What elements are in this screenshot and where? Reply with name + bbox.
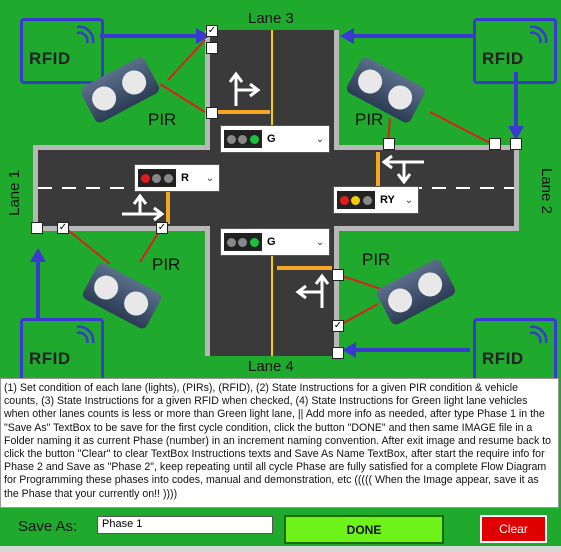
- turn-arrow-icon: [228, 71, 261, 106]
- rfid-label: RFID: [29, 349, 71, 368]
- signal-state: G: [267, 236, 276, 248]
- chevron-down-icon: ⌄: [404, 194, 414, 206]
- red-lamp: [340, 195, 350, 205]
- turn-arrow-icon: [295, 273, 330, 308]
- lane-2-rfid-checkbox[interactable]: [510, 138, 522, 150]
- status-bar: [0, 546, 561, 552]
- yellow-lamp: [152, 173, 162, 183]
- yellow-lamp: [238, 237, 248, 247]
- yellow-lamp: [238, 134, 248, 144]
- traffic-signal-lane-4[interactable]: G ⌄: [220, 228, 330, 256]
- traffic-light-icon: [337, 191, 375, 209]
- signal-waves-icon: [529, 25, 548, 44]
- lane-4-label: Lane 4: [248, 358, 294, 375]
- red-lamp: [227, 237, 237, 247]
- lane-2-label: Lane 2: [538, 168, 555, 214]
- lane-1-pir-checkbox-a[interactable]: ✓: [57, 222, 69, 234]
- lane-3-pir-checkbox-b[interactable]: [206, 107, 218, 119]
- rfid-reader-icon: RFID: [473, 318, 557, 384]
- green-lamp: [249, 134, 259, 144]
- lane-3-label: Lane 3: [248, 10, 294, 27]
- traffic-signal-lane-2[interactable]: RY ⌄: [333, 186, 419, 214]
- traffic-light-icon: [224, 130, 262, 148]
- rfid-reader-icon: RFID: [20, 18, 104, 84]
- turn-arrow-icon: [382, 154, 424, 184]
- center-line-south: [271, 228, 273, 356]
- rfid-label: RFID: [482, 349, 524, 368]
- traffic-signal-lane-1[interactable]: R ⌄: [134, 164, 220, 192]
- rfid-reader-icon: RFID: [20, 318, 104, 384]
- lane-4-pir-checkbox-b[interactable]: ✓: [332, 320, 344, 332]
- chevron-down-icon: ⌄: [315, 236, 325, 248]
- green-lamp: [163, 173, 173, 183]
- lane-1-pir-checkbox-b[interactable]: ✓: [156, 222, 168, 234]
- traffic-signal-lane-3[interactable]: G ⌄: [220, 125, 330, 153]
- rfid-label: RFID: [482, 49, 524, 68]
- center-line-west: [38, 187, 208, 189]
- rfid-reader-icon: RFID: [473, 18, 557, 84]
- stop-line-west: [166, 190, 170, 224]
- pir-label: PIR: [362, 250, 391, 269]
- green-lamp: [362, 195, 372, 205]
- signal-state: R: [181, 172, 189, 184]
- save-as-input[interactable]: Phase 1: [97, 516, 273, 534]
- lane-1-rfid-checkbox[interactable]: [31, 222, 43, 234]
- lane-2-pir-checkbox-b[interactable]: [489, 138, 501, 150]
- pir-label: PIR: [152, 255, 181, 274]
- save-as-label: Save As:: [18, 518, 78, 535]
- lane-4-pir-checkbox-a[interactable]: [332, 269, 344, 281]
- red-lamp: [141, 173, 151, 183]
- rfid-label: RFID: [29, 49, 71, 68]
- signal-waves-icon: [76, 325, 95, 344]
- center-line-north: [271, 30, 273, 148]
- lane-4-rfid-checkbox[interactable]: [332, 347, 344, 359]
- pir-label: PIR: [148, 110, 177, 129]
- signal-state: RY: [380, 194, 395, 206]
- chevron-down-icon: ⌄: [315, 133, 325, 145]
- lane-3-rfid-checkbox[interactable]: ✓: [206, 25, 218, 37]
- yellow-lamp: [351, 195, 361, 205]
- done-button[interactable]: DONE: [284, 515, 444, 544]
- stop-line-south: [277, 266, 332, 270]
- pir-label: PIR: [355, 110, 384, 129]
- stop-line-north: [213, 110, 270, 114]
- signal-waves-icon: [76, 25, 95, 44]
- stop-line-east: [376, 152, 380, 186]
- instructions-textbox[interactable]: (1) Set condition of each lane (lights),…: [0, 378, 559, 508]
- traffic-light-icon: [224, 233, 262, 251]
- red-lamp: [227, 134, 237, 144]
- lane-2-pir-checkbox-a[interactable]: [383, 138, 395, 150]
- green-lamp: [249, 237, 259, 247]
- traffic-light-icon: [138, 169, 176, 187]
- center-line-east: [336, 187, 514, 189]
- chevron-down-icon: ⌄: [205, 172, 215, 184]
- clear-button[interactable]: Clear: [480, 515, 547, 543]
- lane-3-pir-checkbox-a[interactable]: [206, 42, 218, 54]
- signal-waves-icon: [529, 325, 548, 344]
- turn-arrow-icon: [122, 193, 164, 222]
- signal-state: G: [267, 133, 276, 145]
